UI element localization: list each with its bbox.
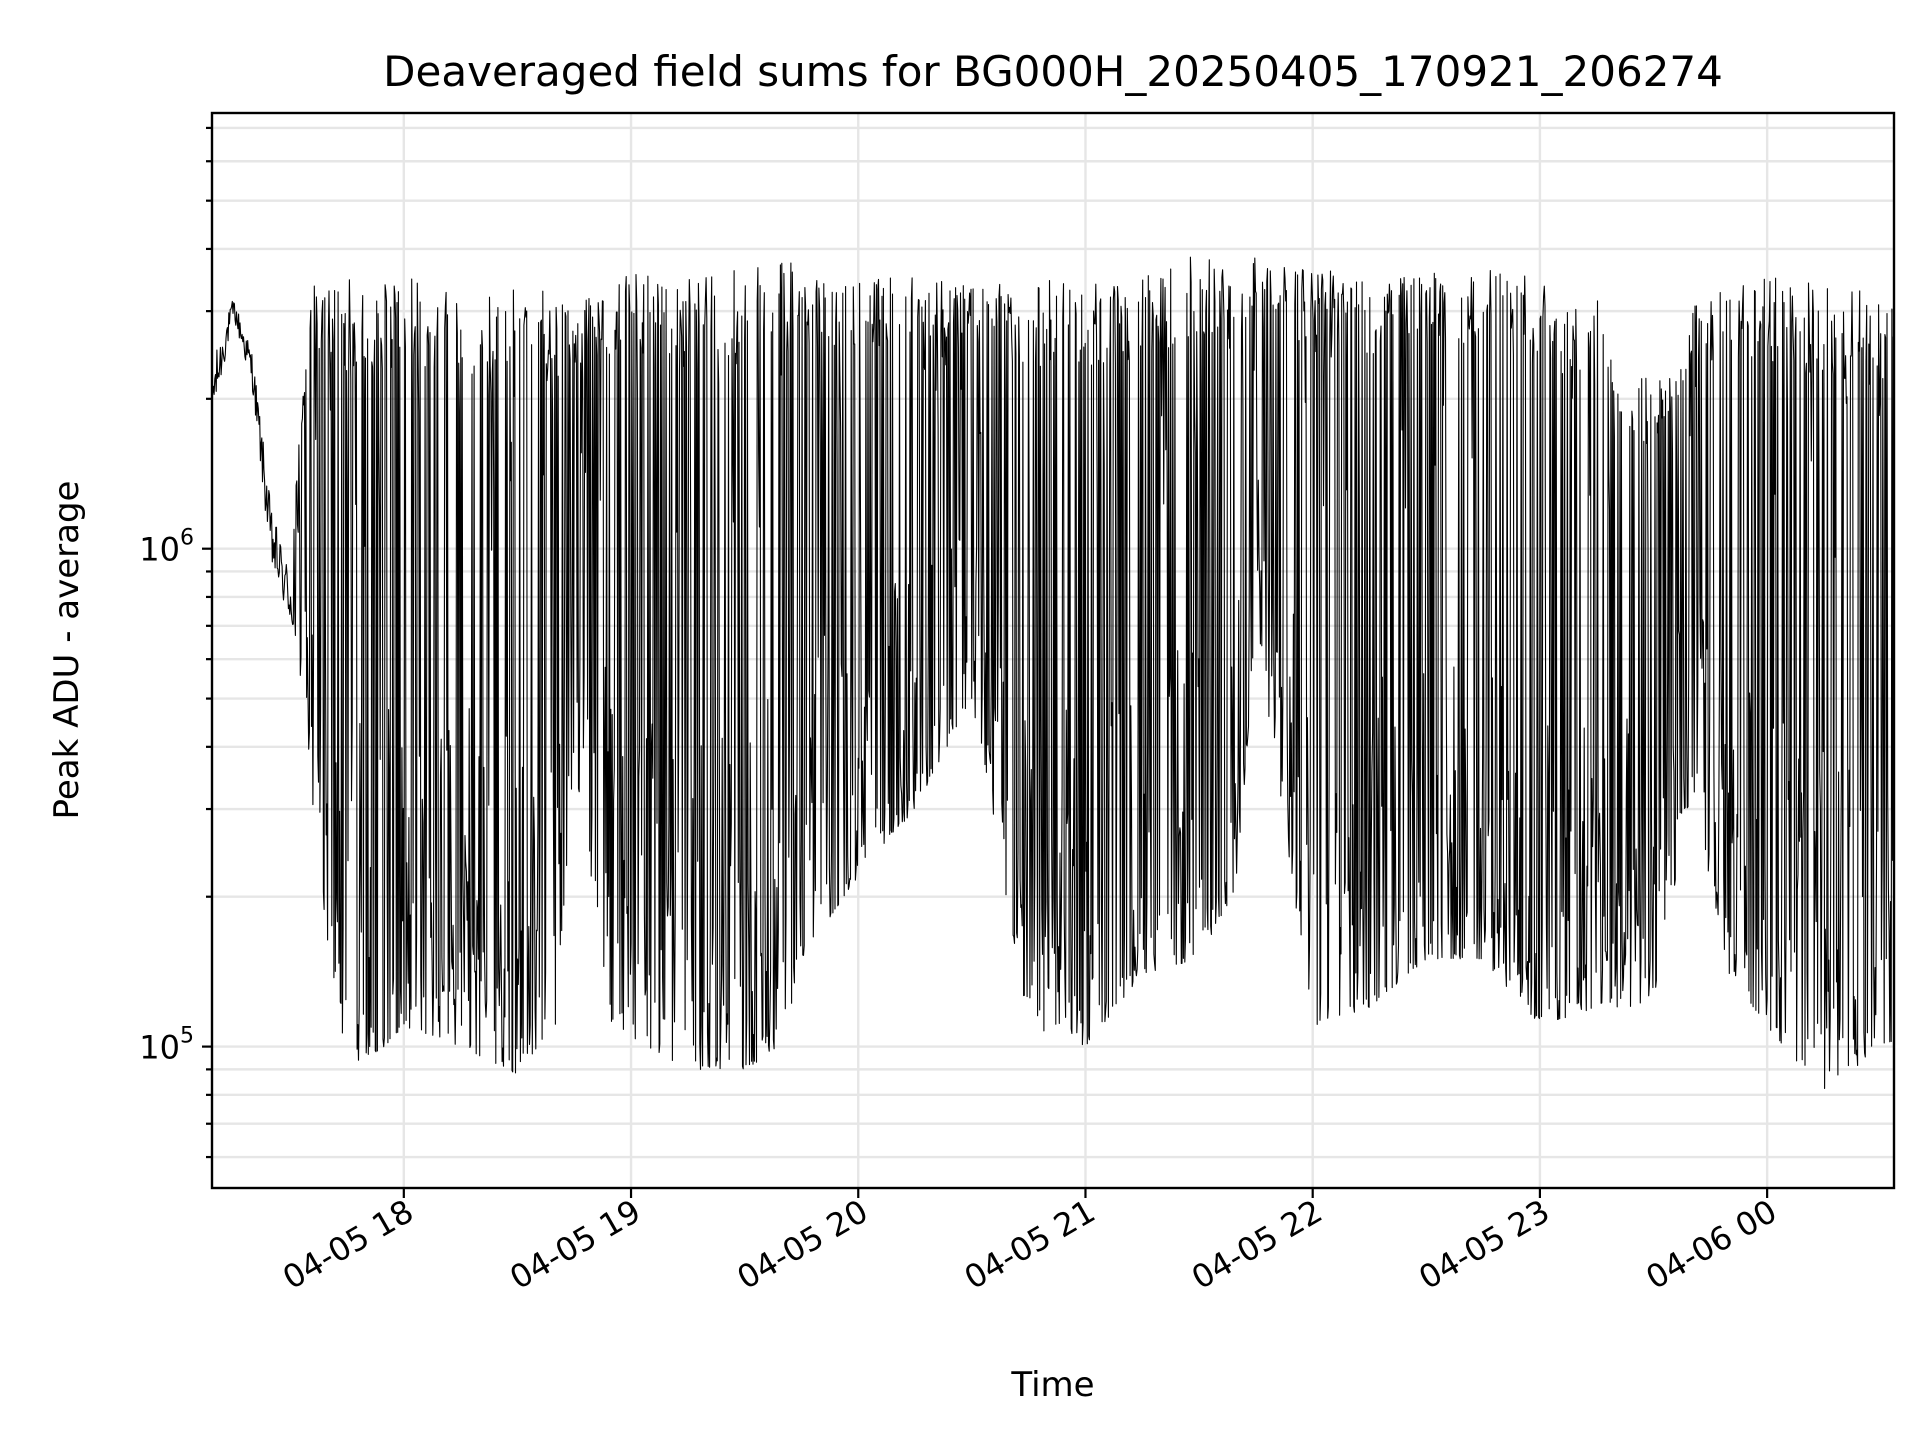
x-tick-label: 04-05 20 [731,1192,875,1297]
series-layer [212,256,1894,1090]
x-tick-label: 04-05 22 [1185,1192,1329,1297]
y-tick-label: 105 [139,1024,194,1067]
series-line [212,256,1894,1090]
x-tick-label: 04-05 23 [1412,1192,1556,1297]
x-tick-label: 04-05 21 [958,1192,1102,1297]
y-axis-label: Peak ADU - average [47,481,87,820]
chart-title: Deaveraged field sums for BG000H_2025040… [383,47,1723,96]
y-tick-label: 106 [139,526,194,569]
x-tick-label: 04-06 00 [1640,1192,1784,1297]
x-tick-label: 04-05 19 [503,1192,647,1297]
plot-frame [210,111,1896,1190]
x-tick-label: 04-05 18 [276,1192,420,1297]
x-axis-label: Time [1010,1365,1094,1405]
